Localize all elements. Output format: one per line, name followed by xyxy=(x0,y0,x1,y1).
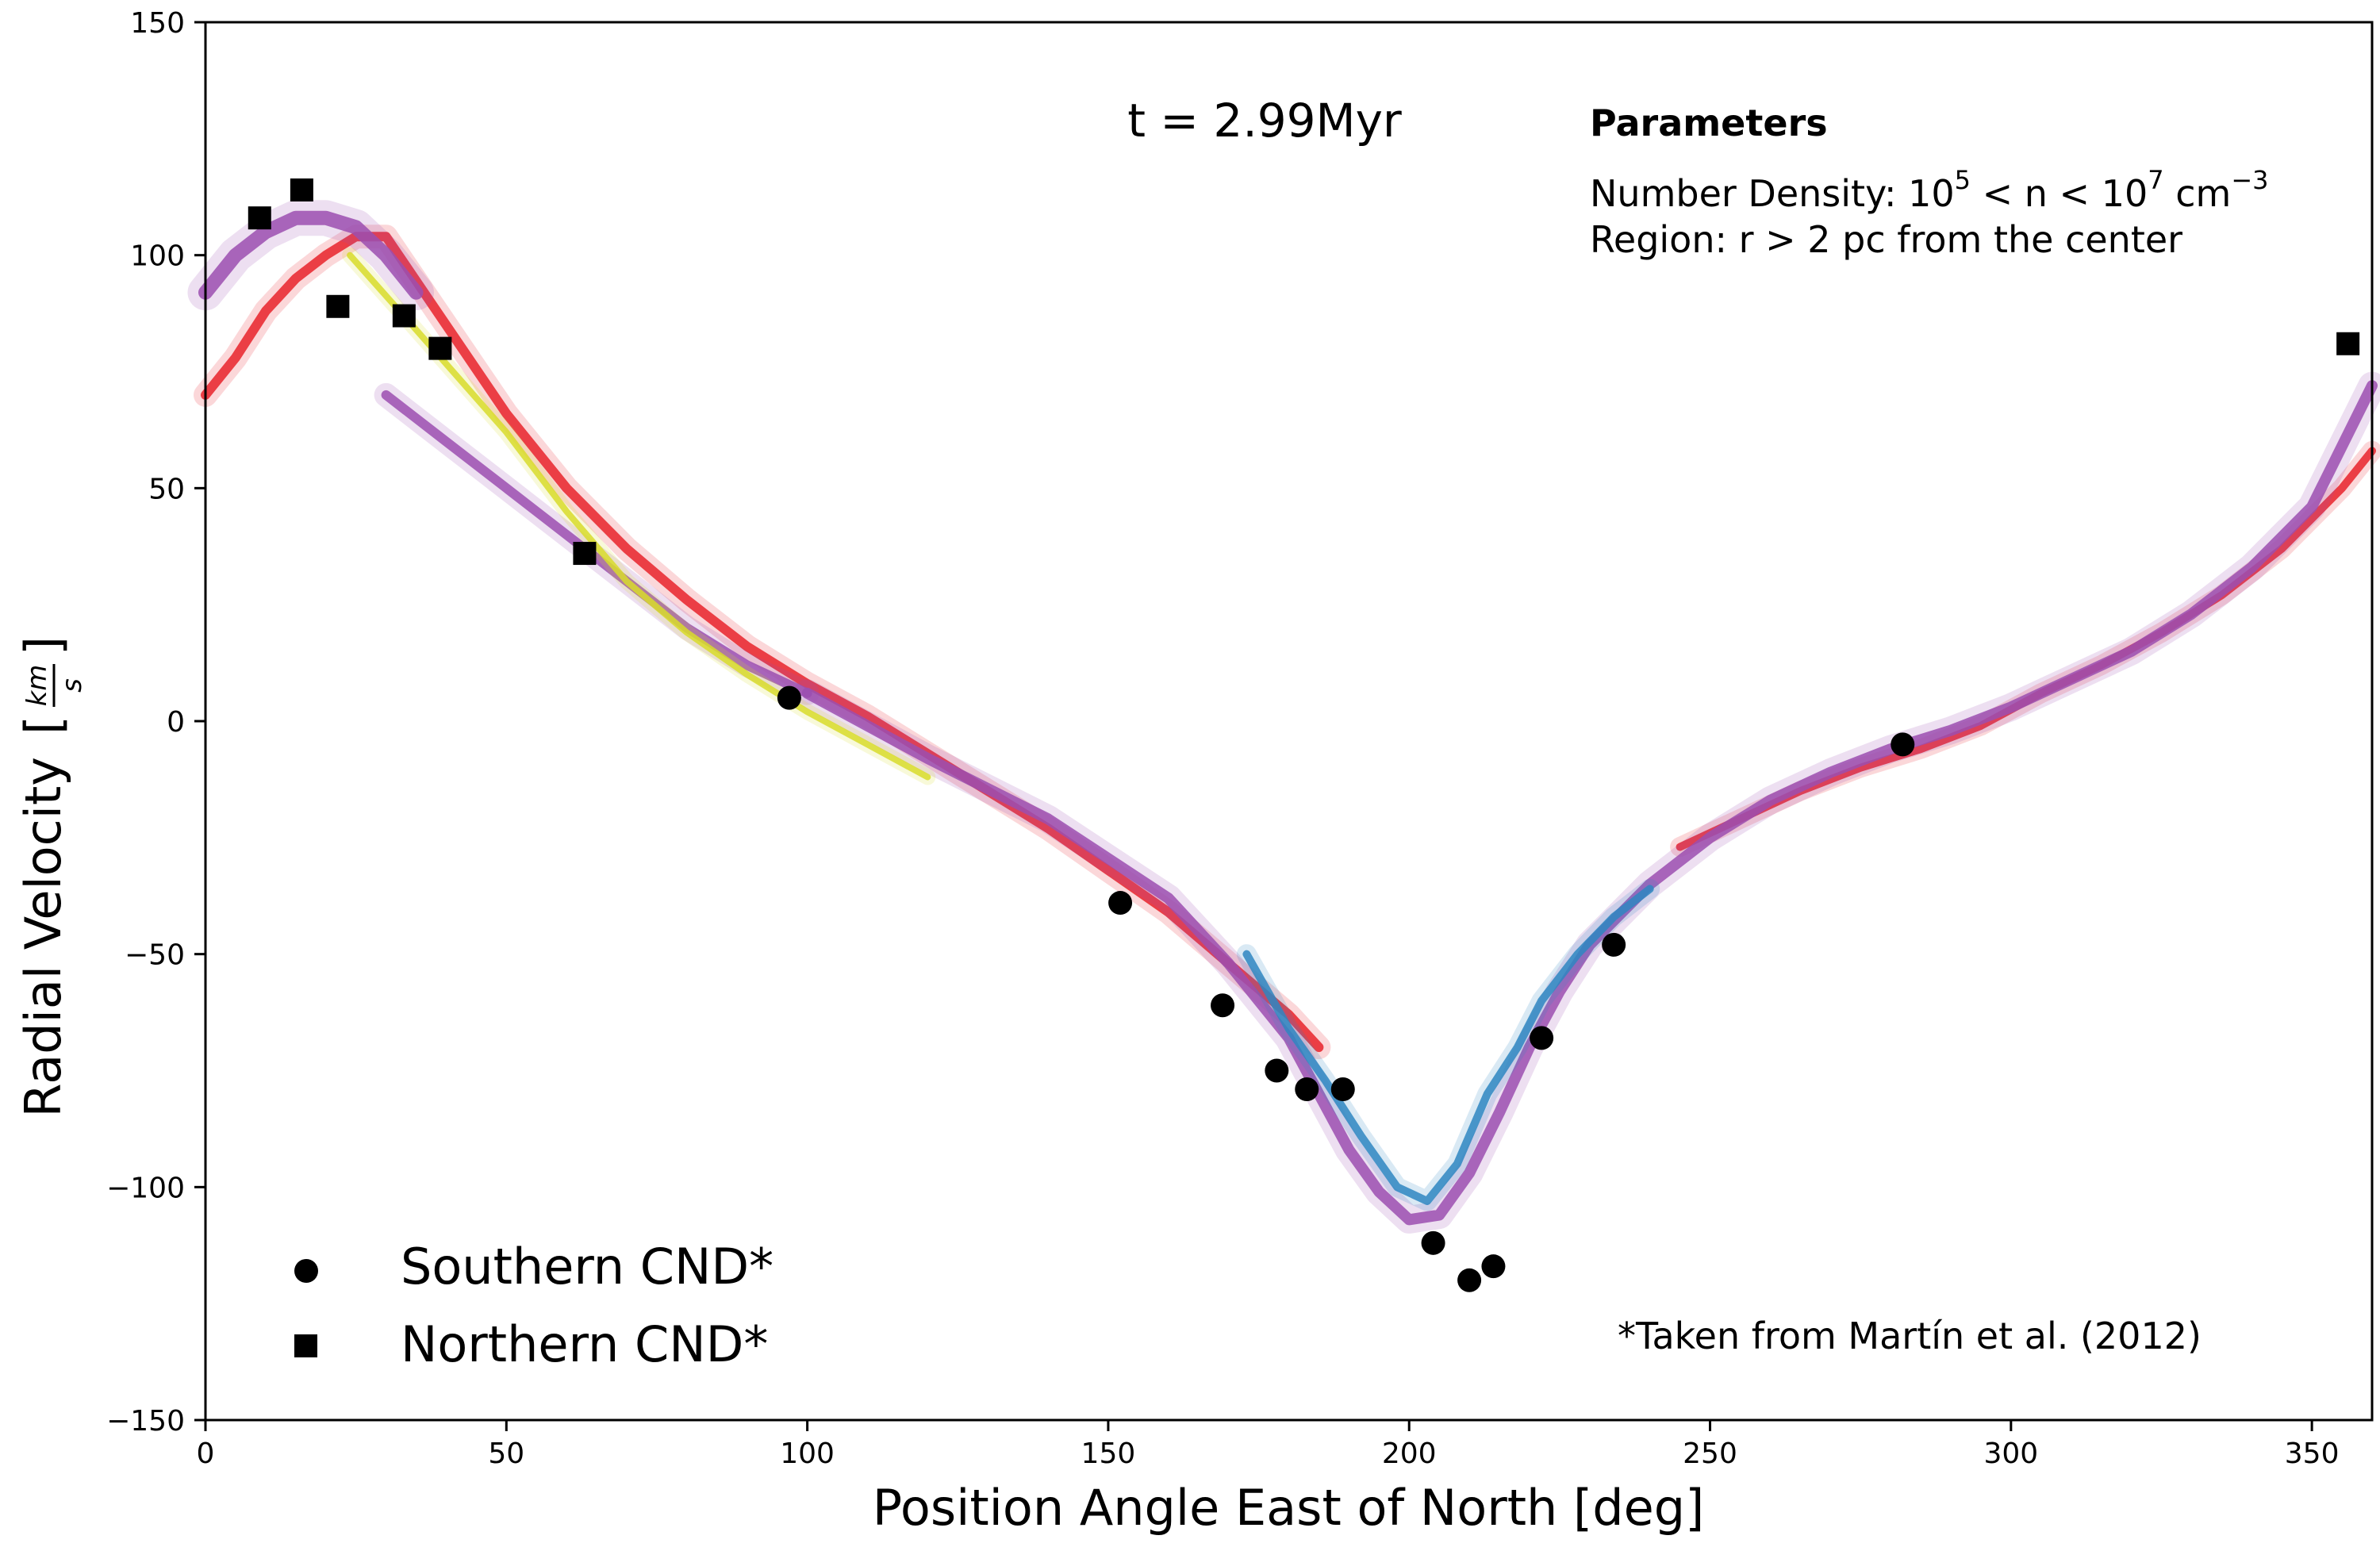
northern-point xyxy=(573,542,597,566)
parameters-region: Region: r > 2 pc from the center xyxy=(1590,218,2182,261)
x-tick-label: 250 xyxy=(1683,1438,1737,1470)
y-tick-label: 50 xyxy=(148,473,185,505)
southern-point xyxy=(1602,932,1626,957)
x-tick-label: 350 xyxy=(2285,1438,2340,1470)
reference-note: *Taken from Martín et al. (2012) xyxy=(1618,1315,2202,1357)
southern-point xyxy=(1295,1077,1319,1101)
northern-point xyxy=(326,294,350,318)
y-axis-unit-denominator: s xyxy=(56,678,88,693)
y-tick-label: 150 xyxy=(130,7,185,40)
density-exp-high: 7 xyxy=(2148,165,2163,195)
y-tick-label: −150 xyxy=(106,1405,185,1438)
southern-point xyxy=(1421,1230,1445,1255)
legend-label-southern: Southern CND* xyxy=(401,1238,774,1296)
northern-point xyxy=(290,178,313,202)
legend: Southern CND* Northern CND* xyxy=(294,1238,774,1373)
parameters-density: Number Density: 105 < n < 107 cm−3 xyxy=(1590,165,2269,215)
x-tick-label: 200 xyxy=(1382,1438,1437,1470)
y-tick-label: 0 xyxy=(167,706,185,739)
x-tick-label: 0 xyxy=(197,1438,215,1470)
y-axis-title: Radial Velocity xyxy=(14,757,72,1117)
y-axis-unit-numerator: km xyxy=(21,665,53,707)
red-particles-band-0 xyxy=(201,232,1324,1053)
x-tick-label: 50 xyxy=(488,1438,524,1470)
southern-point xyxy=(777,685,801,710)
purple-particles-band-2 xyxy=(801,380,2378,1226)
southern-point xyxy=(1211,993,1235,1018)
simulation-particle-bands xyxy=(187,200,2380,1234)
y-axis-unit-close-bracket: ] xyxy=(14,636,72,655)
x-tick-label: 300 xyxy=(1983,1438,2038,1470)
y-axis-unit-open-bracket: [ xyxy=(14,716,72,735)
density-prefix: Number Density: 10 xyxy=(1590,172,1955,215)
southern-point xyxy=(1530,1026,1554,1050)
northern-point xyxy=(248,206,271,230)
density-exp-low: 5 xyxy=(1955,165,1971,195)
southern-point xyxy=(1457,1268,1482,1292)
observed-points xyxy=(248,178,2360,1292)
y-tick-label: 100 xyxy=(130,240,185,273)
x-axis-title: Position Angle East of North [deg] xyxy=(873,1479,1705,1537)
purple-particles-band-0 xyxy=(198,210,424,300)
purple-particles-band-1 xyxy=(381,390,812,698)
northern-point xyxy=(392,304,416,328)
x-axis-ticks: 0 50 100 150 200 250 300 350 xyxy=(197,1420,2340,1470)
southern-point xyxy=(1891,732,1915,757)
southern-point xyxy=(1108,891,1133,916)
northern-point xyxy=(2336,332,2360,355)
yellow-particles-band-0 xyxy=(347,251,931,781)
y-axis-ticks: −150 −100 −50 0 50 100 150 xyxy=(106,7,205,1438)
legend-label-northern: Northern CND* xyxy=(401,1315,768,1373)
blue-particles-band-0 xyxy=(1242,885,1654,1205)
plot-area xyxy=(205,22,2372,1420)
y-tick-label: −100 xyxy=(106,1172,185,1204)
time-annotation: t = 2.99Myr xyxy=(1127,94,1402,148)
southern-point xyxy=(1265,1058,1289,1083)
density-unit-exp: −3 xyxy=(2231,165,2268,195)
x-tick-label: 150 xyxy=(1081,1438,1136,1470)
x-tick-label: 100 xyxy=(780,1438,835,1470)
y-tick-label: −50 xyxy=(125,939,185,972)
southern-point xyxy=(1481,1254,1506,1279)
northern-point xyxy=(428,336,452,360)
southern-point xyxy=(1330,1077,1355,1101)
parameters-title: Parameters xyxy=(1590,102,1828,144)
legend-marker-square xyxy=(294,1334,317,1357)
density-middle: < n < 10 xyxy=(1971,172,2148,215)
legend-marker-circle xyxy=(294,1259,318,1283)
density-unit: cm xyxy=(2164,172,2232,215)
y-axis-title-group: Radial Velocity [ km s ] xyxy=(14,636,88,1118)
